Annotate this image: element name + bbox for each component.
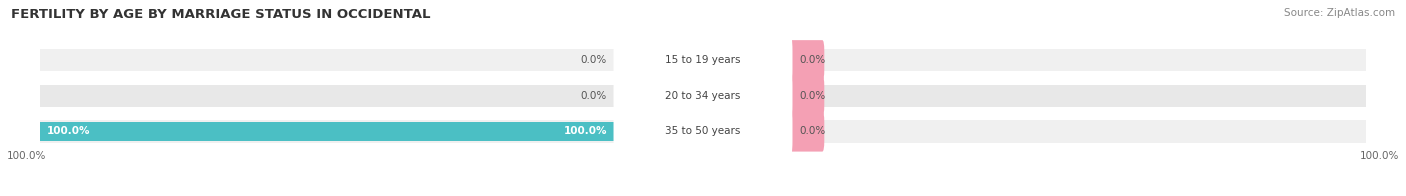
Bar [703, 85, 1365, 107]
Bar [41, 85, 703, 107]
Text: 20 to 34 years: 20 to 34 years [665, 91, 741, 101]
Text: 0.0%: 0.0% [799, 126, 825, 136]
Bar [703, 121, 1365, 142]
Text: 0.0%: 0.0% [581, 91, 607, 101]
Bar [41, 49, 703, 71]
Bar [41, 122, 664, 141]
FancyBboxPatch shape [621, 76, 665, 116]
FancyBboxPatch shape [780, 40, 824, 80]
FancyBboxPatch shape [613, 33, 793, 87]
FancyBboxPatch shape [613, 69, 793, 123]
FancyBboxPatch shape [613, 104, 793, 159]
Text: 100.0%: 100.0% [7, 151, 46, 161]
Text: 100.0%: 100.0% [0, 126, 27, 136]
Text: 0.0%: 0.0% [581, 55, 607, 65]
FancyBboxPatch shape [780, 76, 824, 116]
FancyBboxPatch shape [621, 40, 665, 80]
FancyBboxPatch shape [621, 111, 665, 152]
Text: 15 to 19 years: 15 to 19 years [665, 55, 741, 65]
Bar [41, 121, 703, 142]
Text: 0.0%: 0.0% [799, 55, 825, 65]
FancyBboxPatch shape [780, 111, 824, 152]
Text: 100.0%: 100.0% [46, 126, 90, 136]
Bar [703, 49, 1365, 71]
Text: 100.0%: 100.0% [564, 126, 607, 136]
Text: 35 to 50 years: 35 to 50 years [665, 126, 741, 136]
Legend: Married, Unmarried: Married, Unmarried [631, 193, 775, 196]
Text: FERTILITY BY AGE BY MARRIAGE STATUS IN OCCIDENTAL: FERTILITY BY AGE BY MARRIAGE STATUS IN O… [11, 8, 430, 21]
Text: 100.0%: 100.0% [1360, 151, 1399, 161]
Text: 0.0%: 0.0% [799, 91, 825, 101]
Text: Source: ZipAtlas.com: Source: ZipAtlas.com [1284, 8, 1395, 18]
